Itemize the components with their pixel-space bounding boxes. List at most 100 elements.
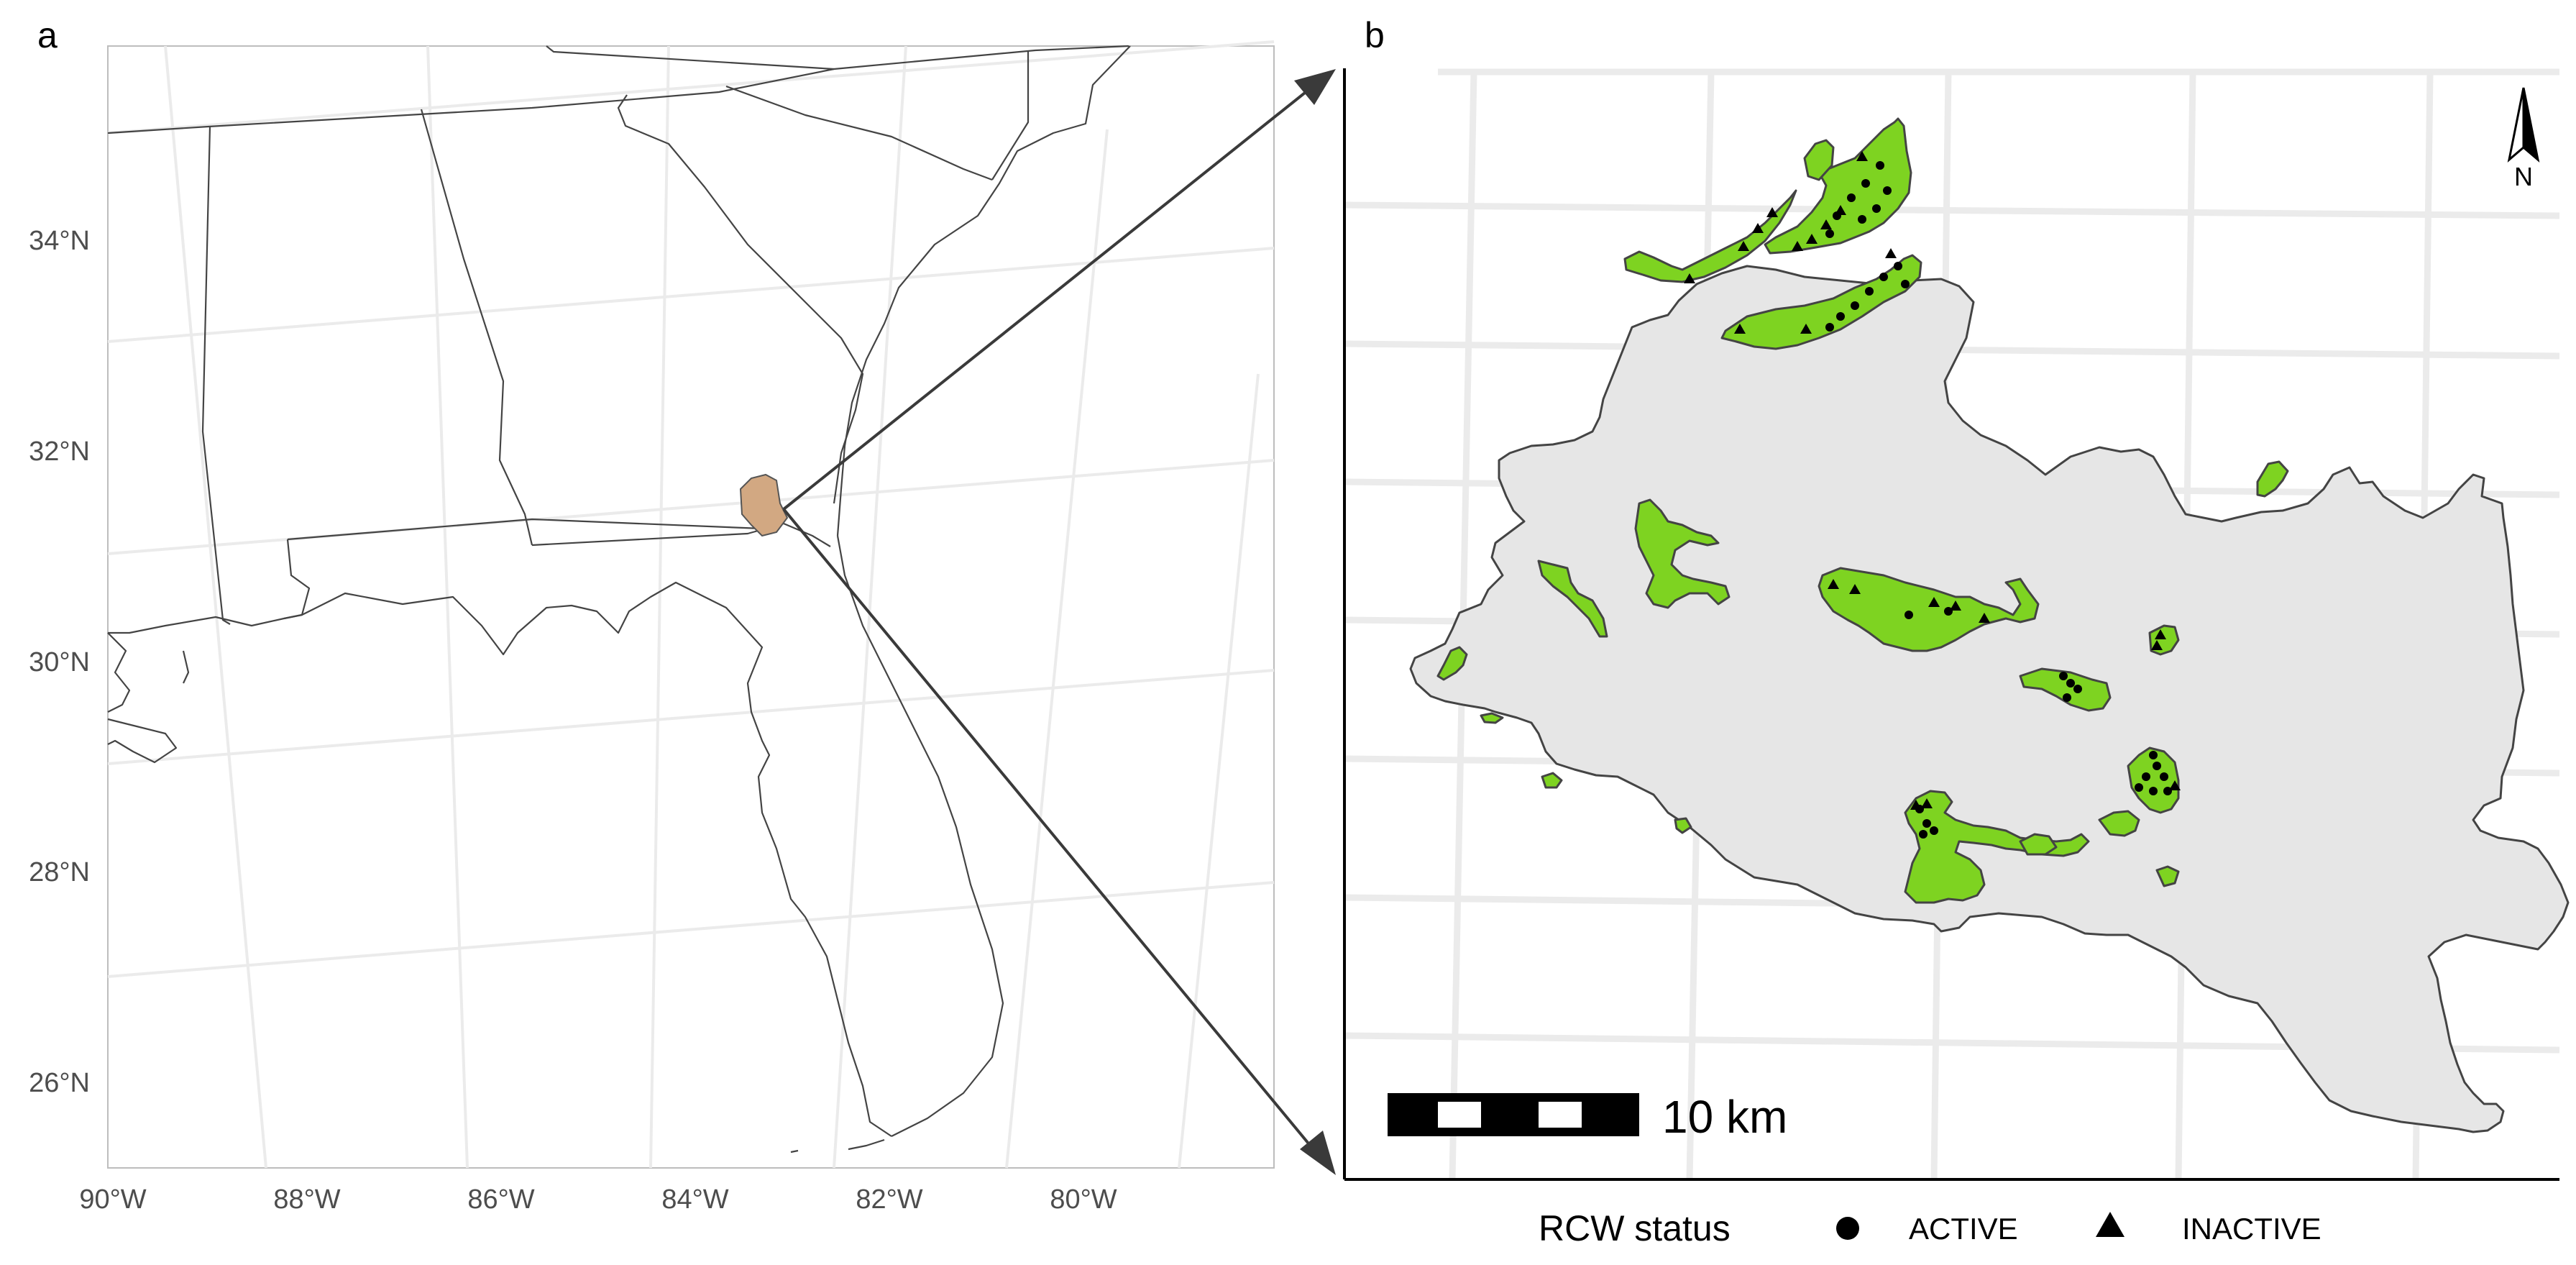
habitat-patch: [1764, 117, 1912, 255]
scale-bar-segment: [1438, 1102, 1481, 1128]
habitat-patch: [2127, 746, 2180, 814]
panel-a-lat-axis: 34°N 32°N 30°N 28°N 26°N: [29, 226, 90, 1098]
active-point: [1825, 323, 1834, 332]
active-point: [1919, 830, 1928, 839]
inactive-point: [1800, 324, 1812, 334]
lat-tick-label: 28°N: [29, 857, 90, 887]
inactive-point: [1835, 205, 1846, 215]
zoom-arrow-lower: [782, 508, 1310, 1145]
habitat-patch: [2098, 810, 2140, 837]
active-point: [1825, 229, 1834, 238]
panel-a-lon-axis: 90°W 88°W 86°W 84°W 82°W 80°W: [79, 1184, 1117, 1215]
arrowhead-upper: [1294, 69, 1336, 105]
zoom-arrow-upper: [782, 88, 1310, 511]
active-point: [2149, 787, 2158, 795]
legend-title: RCW status: [1539, 1208, 1731, 1248]
active-point: [2135, 783, 2143, 792]
habitat-patch: [1904, 790, 2090, 904]
legend-label-active: ACTIVE: [1909, 1212, 2018, 1246]
scale-bar-label: 10 km: [1662, 1091, 1787, 1143]
habitat-patch: [1720, 254, 1922, 350]
inactive-point: [1856, 151, 1868, 161]
active-point: [1905, 611, 1913, 619]
lat-tick-label: 34°N: [29, 226, 90, 256]
zoom-arrows: [782, 69, 1336, 1175]
active-point: [1836, 312, 1845, 321]
active-point: [1883, 186, 1892, 195]
lon-tick-label: 90°W: [79, 1184, 146, 1215]
inactive-point: [1684, 273, 1695, 283]
legend-triangle-icon: [2096, 1212, 2124, 1237]
scale-bar-frame: [1388, 1093, 1639, 1136]
active-point: [1858, 215, 1866, 224]
active-point: [1879, 273, 1888, 281]
inactive-point: [1752, 223, 1764, 233]
habitat-patch: [2155, 865, 2180, 887]
legend: RCW status ACTIVE INACTIVE: [1539, 1208, 2321, 1248]
active-point: [2066, 679, 2075, 688]
habitat-patch: [1623, 189, 1797, 283]
active-point: [2160, 772, 2168, 781]
active-point: [2059, 672, 2068, 680]
habitat-patch: [1480, 712, 1504, 724]
lon-tick-label: 82°W: [856, 1184, 922, 1215]
panel-b-map: N 10 km: [1343, 68, 2570, 1181]
scale-bar-segment: [1539, 1102, 1582, 1128]
habitat-patch: [1674, 817, 1692, 834]
inactive-point: [1734, 324, 1746, 334]
panel-a-map: 34°N 32°N 30°N 28°N 26°N 90°W 88°W 86°W …: [29, 40, 1275, 1215]
habitat-patch: [1803, 139, 1835, 181]
inactive-point: [1928, 597, 1940, 607]
inactive-point: [1792, 241, 1803, 251]
active-point: [1861, 179, 1870, 188]
inactive-point: [2155, 629, 2166, 639]
active-point: [1944, 607, 1953, 616]
active-point: [1847, 193, 1856, 202]
habitat-patch: [2256, 460, 2289, 498]
habitat-patch: [1537, 560, 1608, 638]
active-point: [2163, 787, 2172, 795]
active-point: [2149, 751, 2158, 759]
lat-tick-label: 32°N: [29, 437, 90, 467]
legend-label-inactive: INACTIVE: [2182, 1212, 2321, 1246]
scale-bar: 10 km: [1388, 1091, 1787, 1143]
inactive-point: [1885, 248, 1897, 258]
rcw-points: [1825, 161, 2172, 839]
active-point: [2073, 685, 2082, 693]
inactive-point: [1820, 219, 1832, 229]
active-point: [1851, 301, 1859, 310]
active-point: [2063, 693, 2071, 702]
active-point: [1872, 204, 1881, 213]
habitat-patch: [1634, 498, 1731, 609]
active-point: [1922, 819, 1931, 828]
inactive-point: [1950, 600, 1961, 611]
panel-a-graticule: [107, 40, 1275, 1169]
active-point: [1894, 262, 1902, 270]
active-point: [1876, 161, 1884, 170]
study-area-polygon: [739, 473, 789, 537]
active-point: [2153, 762, 2161, 770]
active-point: [1901, 280, 1910, 288]
lat-tick-label: 30°N: [29, 647, 90, 677]
inactive-point: [1766, 207, 1778, 217]
active-point: [1930, 826, 1938, 835]
lon-tick-label: 84°W: [661, 1184, 728, 1215]
habitat-patches: [1436, 117, 2289, 904]
arrowhead-lower: [1300, 1131, 1336, 1175]
habitat-patch: [1818, 567, 2040, 652]
panel-a-label: a: [37, 15, 58, 55]
habitat-patch: [2019, 833, 2058, 856]
inactive-point: [1828, 579, 1839, 589]
inactive-point: [1806, 234, 1818, 244]
inactive-point: [1738, 241, 1749, 251]
inactive-point: [2169, 780, 2181, 790]
inactive-point: [2151, 640, 2163, 650]
legend-circle-icon: [1836, 1217, 1859, 1240]
lat-tick-label: 26°N: [29, 1068, 90, 1098]
north-label: N: [2514, 162, 2533, 191]
inactive-point: [1849, 584, 1861, 594]
rcw-triangles: [1684, 151, 2181, 810]
habitat-patch: [1436, 646, 1468, 681]
inactive-point: [1979, 613, 1990, 623]
